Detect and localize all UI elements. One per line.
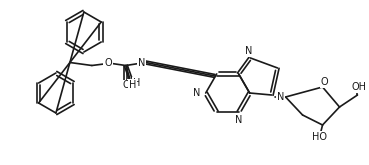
Text: N: N <box>235 115 242 125</box>
Text: N: N <box>138 57 145 67</box>
Text: HO: HO <box>312 132 327 142</box>
Text: H: H <box>129 80 137 89</box>
Text: O: O <box>104 59 112 68</box>
Text: N: N <box>277 92 284 102</box>
Text: N: N <box>193 88 201 98</box>
Text: O: O <box>128 80 136 89</box>
Text: OH: OH <box>352 82 367 92</box>
Text: H: H <box>133 78 141 87</box>
Text: O: O <box>321 77 328 87</box>
Text: N: N <box>245 46 252 56</box>
Text: O: O <box>122 81 130 90</box>
